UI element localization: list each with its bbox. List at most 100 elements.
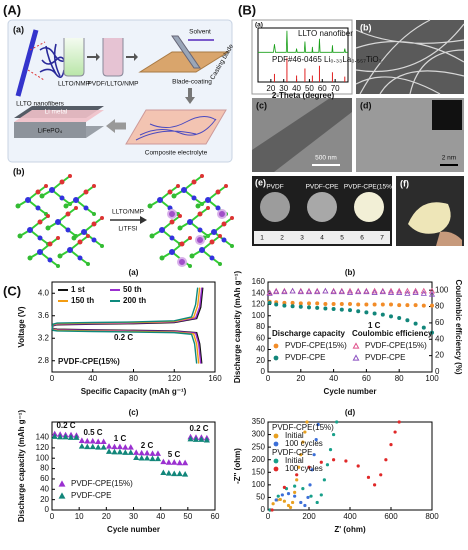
point	[421, 325, 426, 330]
legend-swatch	[58, 492, 66, 499]
y-tick-label: 0	[261, 505, 266, 514]
y2-tick-label: 40	[435, 334, 444, 343]
film-label: PVDF	[266, 184, 283, 191]
panel-label: (A)	[3, 2, 21, 17]
y2-tick-label: 0	[435, 367, 440, 376]
point	[84, 443, 91, 450]
legend-swatch	[352, 354, 360, 361]
y-axis-title: Voltage (V)	[17, 306, 26, 348]
y-tick-label: 60	[256, 333, 265, 342]
point	[133, 449, 140, 455]
sub-label: (f)	[400, 178, 409, 188]
x-tick-label: 70	[331, 84, 340, 93]
point	[133, 454, 140, 461]
point	[356, 302, 361, 307]
x-axis-title: Cycle number	[107, 525, 160, 534]
x-tick-label: 50	[305, 84, 314, 93]
point	[176, 470, 183, 477]
annotation: 2 C	[141, 441, 154, 450]
x-tick-label: 60	[362, 374, 371, 383]
y-tick-label: 250	[252, 442, 266, 451]
y-tick-label: 3.2	[38, 333, 50, 342]
legend-swatch	[273, 433, 279, 439]
legend-label: PDF#46-0465 Li₀.₃₃La₀.₅₅₇TiO₃	[272, 55, 382, 64]
point	[297, 288, 304, 295]
point	[319, 493, 323, 497]
point	[73, 434, 80, 440]
point	[149, 450, 156, 456]
point	[274, 302, 279, 307]
y-tick-label: 40	[40, 484, 49, 493]
point	[203, 436, 210, 443]
point	[282, 499, 286, 503]
zoom-lines	[27, 41, 46, 81]
point	[138, 455, 145, 461]
sub-label: (d)	[360, 100, 372, 110]
chart-label: (a)	[129, 268, 139, 277]
point	[412, 287, 419, 294]
legend-title: PVDF-CPE	[272, 448, 312, 457]
point	[413, 303, 418, 308]
point	[267, 300, 272, 305]
sub-label: (b)	[360, 22, 372, 32]
ruler-number: 7	[380, 235, 384, 242]
arrow	[96, 53, 100, 61]
point	[160, 458, 167, 465]
point	[198, 436, 205, 442]
film	[260, 192, 290, 222]
point	[295, 473, 299, 477]
point	[266, 290, 273, 296]
point	[372, 311, 377, 316]
y-tick-label: 4.0	[38, 288, 50, 297]
y2-tick-label: 60	[435, 318, 444, 327]
point	[328, 448, 333, 452]
panel-b: (B) (b) (c) 500 nm (d) 2 nm (e) PVDF PVD…	[238, 2, 465, 246]
point	[325, 463, 330, 467]
x-tick-label: 80	[129, 374, 138, 383]
point	[274, 498, 278, 502]
legend-label: PVDF-CPE(15%)	[285, 341, 347, 350]
point	[428, 287, 436, 294]
legend-title: PVDF-CPE(15%)	[272, 423, 334, 432]
x-tick-label: 30	[129, 512, 138, 521]
x-tick-label: 80	[395, 374, 404, 383]
y-axis-title: -Z'' (ohm)	[233, 448, 242, 484]
point	[293, 490, 297, 494]
point	[371, 287, 378, 294]
x-tick-label: 120	[168, 374, 182, 383]
point	[331, 307, 336, 311]
chart-label: (b)	[345, 268, 356, 277]
point	[290, 304, 295, 309]
point	[144, 449, 151, 456]
arrow	[140, 216, 147, 224]
legend-label: 1 st	[71, 285, 85, 294]
panel-label: (B)	[238, 2, 256, 17]
point	[389, 302, 393, 307]
x-axis-title: 2-Theta (degree)	[272, 91, 335, 100]
point	[339, 307, 344, 312]
arrow	[106, 119, 115, 133]
y2-tick-label: 80	[435, 302, 444, 311]
point	[379, 473, 383, 477]
point	[299, 453, 303, 457]
point	[307, 465, 311, 469]
beaker	[63, 38, 85, 77]
point	[420, 290, 427, 296]
point	[305, 288, 313, 295]
point	[305, 420, 309, 424]
point	[315, 301, 320, 306]
point	[413, 321, 418, 326]
x-tick-label: 30	[279, 84, 288, 93]
point	[286, 492, 291, 496]
x-axis-title: Cycle number	[324, 387, 377, 396]
label: Li metal	[45, 109, 68, 116]
film-label: PVDF-CPE	[306, 184, 340, 191]
point	[171, 470, 178, 477]
point	[344, 459, 348, 463]
point	[364, 310, 369, 315]
film	[307, 192, 337, 222]
x-tick-label: 0	[50, 374, 55, 383]
point	[430, 303, 434, 308]
point	[323, 301, 328, 306]
